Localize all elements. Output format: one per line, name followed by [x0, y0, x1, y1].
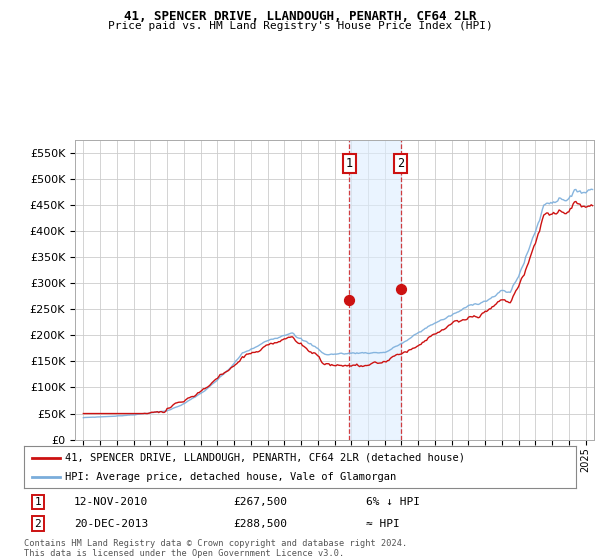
Text: 2: 2 — [34, 519, 41, 529]
Text: 1: 1 — [346, 157, 353, 170]
Text: 6% ↓ HPI: 6% ↓ HPI — [366, 497, 420, 507]
Bar — [349, 140, 401, 440]
Text: 12-NOV-2010: 12-NOV-2010 — [74, 497, 148, 507]
Text: ≈ HPI: ≈ HPI — [366, 519, 400, 529]
Text: HPI: Average price, detached house, Vale of Glamorgan: HPI: Average price, detached house, Vale… — [65, 472, 397, 482]
Point — [396, 285, 406, 294]
Text: 41, SPENCER DRIVE, LLANDOUGH, PENARTH, CF64 2LR: 41, SPENCER DRIVE, LLANDOUGH, PENARTH, C… — [124, 10, 476, 23]
Text: Price paid vs. HM Land Registry's House Price Index (HPI): Price paid vs. HM Land Registry's House … — [107, 21, 493, 31]
Text: 2: 2 — [397, 157, 404, 170]
Text: £267,500: £267,500 — [234, 497, 288, 507]
Point — [344, 296, 354, 305]
Text: £288,500: £288,500 — [234, 519, 288, 529]
Text: Contains HM Land Registry data © Crown copyright and database right 2024.
This d: Contains HM Land Registry data © Crown c… — [24, 539, 407, 558]
Text: 41, SPENCER DRIVE, LLANDOUGH, PENARTH, CF64 2LR (detached house): 41, SPENCER DRIVE, LLANDOUGH, PENARTH, C… — [65, 452, 466, 463]
Text: 1: 1 — [34, 497, 41, 507]
Text: 20-DEC-2013: 20-DEC-2013 — [74, 519, 148, 529]
